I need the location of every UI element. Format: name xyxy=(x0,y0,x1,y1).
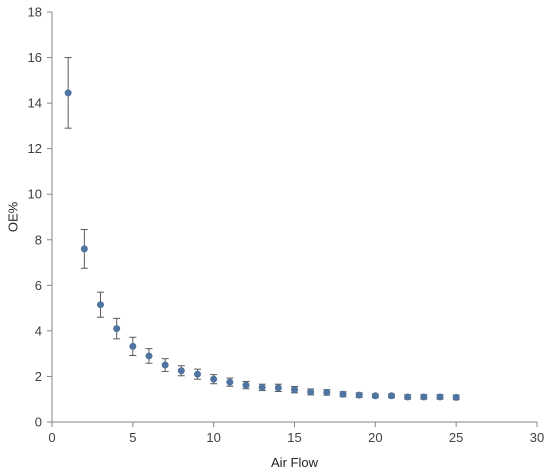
x-tick-label: 10 xyxy=(206,430,220,445)
y-tick-label: 4 xyxy=(35,323,42,338)
x-tick-label: 25 xyxy=(449,430,463,445)
x-tick-label: 20 xyxy=(368,430,382,445)
data-point xyxy=(274,384,282,392)
data-point xyxy=(420,393,428,401)
y-tick-label: 16 xyxy=(28,50,42,65)
data-point xyxy=(161,361,169,369)
data-point xyxy=(404,393,412,401)
y-tick-label: 10 xyxy=(28,187,42,202)
axes xyxy=(51,12,537,423)
data-point xyxy=(80,245,88,253)
data-point xyxy=(452,393,460,401)
y-tick-label: 18 xyxy=(28,5,42,20)
y-axis-ticks: 0 2 4 6 8 10 12 14 16 18 xyxy=(28,5,52,430)
y-tick-label: 6 xyxy=(35,278,42,293)
y-axis-title: OE% xyxy=(5,201,20,232)
data-point xyxy=(129,342,137,350)
x-tick-label: 0 xyxy=(48,430,55,445)
data-point xyxy=(339,390,347,398)
data-point xyxy=(194,370,201,378)
x-axis-title: Air Flow xyxy=(271,455,319,470)
data-point xyxy=(436,393,444,401)
x-tick-label: 15 xyxy=(287,430,301,445)
data-point xyxy=(226,378,234,386)
data-point xyxy=(64,89,72,97)
y-tick-label: 2 xyxy=(35,369,42,384)
data-point xyxy=(355,391,363,399)
y-tick-label: 8 xyxy=(35,232,42,247)
data-point xyxy=(388,392,395,400)
y-tick-label: 14 xyxy=(28,96,42,111)
data-point xyxy=(177,367,185,375)
data-point xyxy=(242,381,250,389)
data-point xyxy=(145,352,153,360)
data-point xyxy=(371,392,379,400)
data-point xyxy=(97,301,104,309)
data-point xyxy=(307,388,315,396)
y-tick-label: 0 xyxy=(35,415,42,430)
x-axis-ticks: 0 5 10 15 20 25 30 xyxy=(48,422,544,445)
error-bars xyxy=(64,57,460,401)
data-point xyxy=(291,386,298,394)
data-point xyxy=(113,325,121,333)
data-point xyxy=(323,388,331,396)
data-point xyxy=(258,383,266,391)
data-point xyxy=(210,375,218,383)
y-tick-label: 12 xyxy=(28,141,42,156)
x-tick-label: 5 xyxy=(129,430,136,445)
data-points xyxy=(64,89,460,401)
x-tick-label: 30 xyxy=(530,430,544,445)
